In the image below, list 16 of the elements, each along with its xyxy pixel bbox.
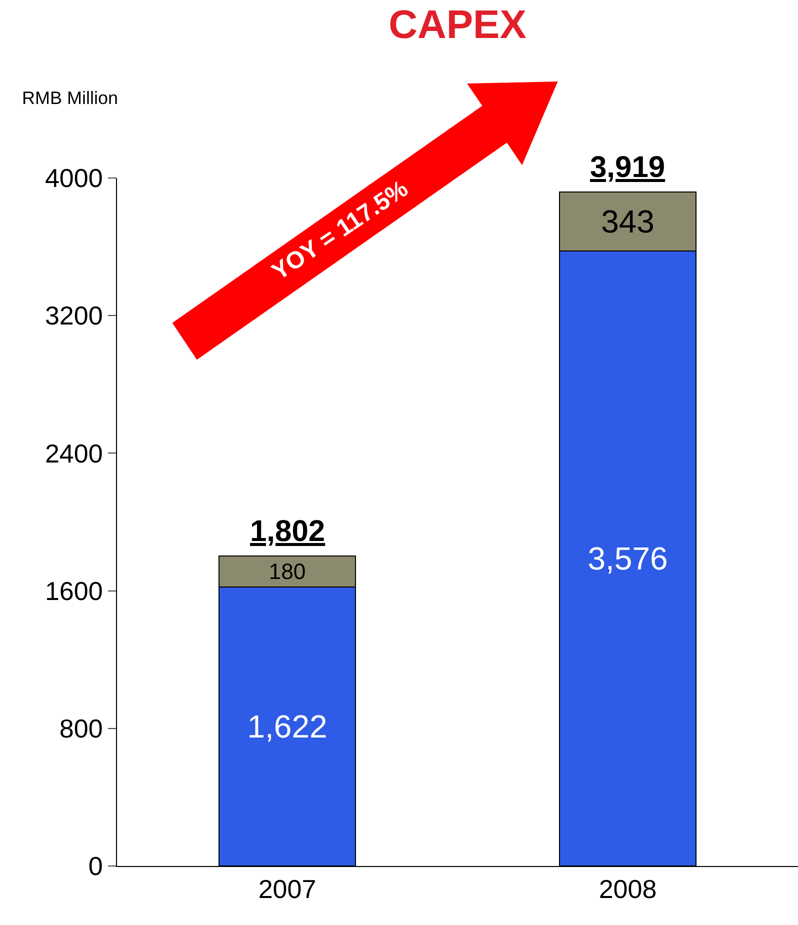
y-tick-label: 800 bbox=[59, 714, 103, 744]
total-label: 1,802 bbox=[250, 515, 326, 548]
y-axis-title: RMB Million bbox=[22, 88, 118, 108]
data-label: 3,576 bbox=[588, 540, 668, 576]
y-tick-label: 0 bbox=[88, 851, 103, 882]
x-tick-label: 2007 bbox=[258, 874, 316, 904]
y-tick-label: 1600 bbox=[44, 576, 103, 606]
chart-title: CAPEX bbox=[388, 3, 527, 47]
data-label: 1,622 bbox=[247, 708, 328, 745]
data-label: 343 bbox=[601, 203, 654, 240]
y-tick-label: 3200 bbox=[44, 300, 103, 331]
data-label: 180 bbox=[268, 559, 306, 584]
y-tick-label: 4000 bbox=[44, 163, 103, 194]
x-tick-label: 2008 bbox=[598, 874, 657, 904]
y-tick-label: 2400 bbox=[44, 438, 103, 468]
total-label: 3,919 bbox=[590, 151, 666, 184]
